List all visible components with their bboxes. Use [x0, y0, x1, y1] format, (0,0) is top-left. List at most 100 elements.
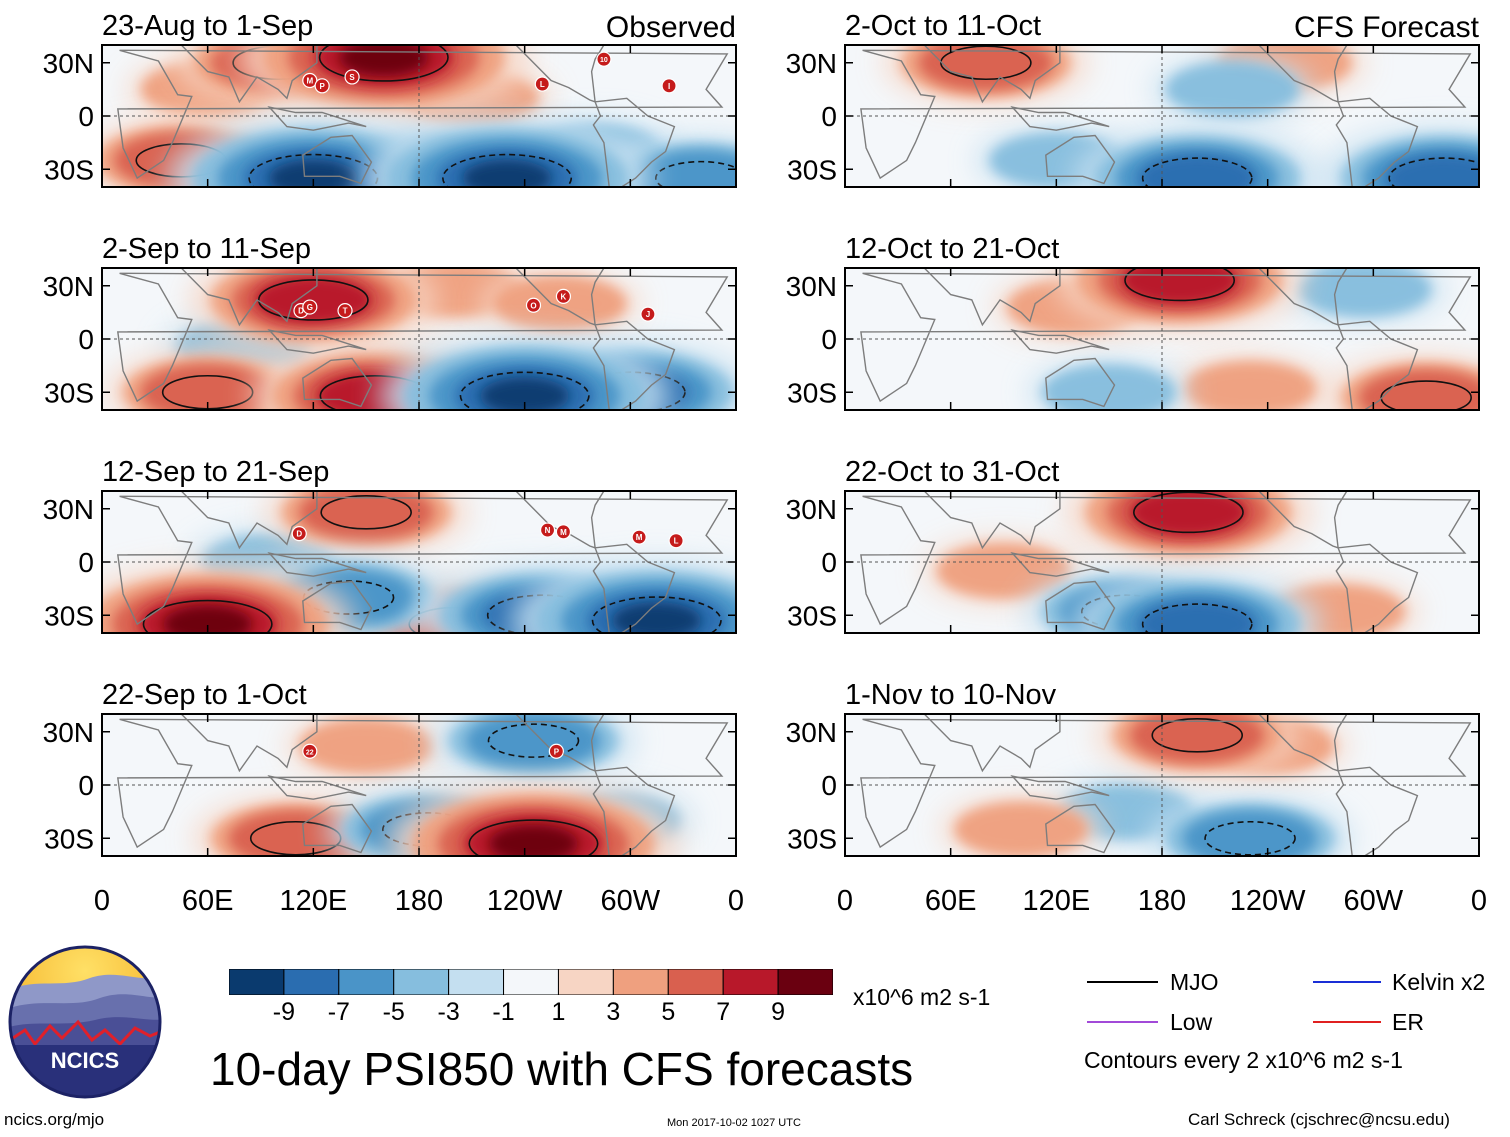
- x-tick-label: 0: [94, 885, 110, 917]
- storm-marker: J: [640, 306, 656, 322]
- panel-source: CFS Forecast: [1294, 11, 1480, 44]
- colorbar-units: x10^6 m2 s-1: [853, 984, 991, 1010]
- coastline: [897, 45, 1061, 104]
- mjo-contour: [1141, 603, 1253, 633]
- coastline: [897, 714, 1061, 773]
- colorbar-tick-label: 3: [606, 998, 621, 1026]
- y-tick-label: 30N: [43, 48, 94, 79]
- storm-marker: M: [631, 529, 647, 545]
- anomaly-blob: [299, 718, 433, 774]
- anomaly-field: [993, 268, 1479, 410]
- coastline: [1335, 97, 1419, 187]
- coastline: [154, 268, 318, 327]
- panel-period: 12-Sep to 21-Sep: [102, 456, 329, 488]
- coastline: [592, 766, 676, 856]
- storm-marker: S: [344, 69, 360, 85]
- anomaly-blob: [268, 159, 359, 187]
- storm-label: L: [540, 80, 545, 89]
- x-tick-label: 60W: [1344, 885, 1404, 917]
- coastline: [860, 272, 1472, 403]
- coastlines: [860, 45, 1472, 187]
- coastline: [1335, 543, 1419, 633]
- anomaly-blob: [954, 801, 1088, 856]
- anomaly-blob: [1137, 599, 1257, 633]
- coastlines: [116, 491, 729, 633]
- coastline: [514, 45, 605, 103]
- coastlines: [116, 45, 729, 187]
- panel-1: MP S L 10 I 30N 0 30S 23-Aug to 1-Sep Observed: [43, 10, 737, 188]
- storm-label: K: [561, 292, 567, 301]
- storm-label: O: [530, 301, 536, 310]
- anomaly-blob: [1297, 268, 1432, 318]
- coastline: [1257, 491, 1348, 549]
- legend-label-kelvin: Kelvin x2: [1392, 969, 1486, 995]
- anomaly-blob: [488, 824, 579, 856]
- coastlines: [116, 714, 729, 856]
- mjo-contour: [1204, 820, 1296, 856]
- colorbar-box: [777, 969, 833, 995]
- panel-period: 12-Oct to 21-Oct: [845, 233, 1059, 265]
- storm-marker: D: [291, 525, 307, 542]
- coastline: [1010, 328, 1110, 354]
- colorbar-box: [448, 969, 505, 995]
- coastline: [154, 714, 318, 773]
- y-tick-label: 0: [821, 547, 837, 578]
- storm-label: 10: [600, 57, 608, 64]
- y-tick-label: 30S: [44, 600, 94, 631]
- coastlines: [116, 268, 729, 410]
- coastline: [897, 268, 1061, 327]
- anomaly-blob: [1120, 268, 1240, 306]
- coastline: [302, 357, 373, 408]
- colorbar-box: [612, 969, 669, 995]
- y-tick-label: 30N: [43, 717, 94, 748]
- anomaly-blob: [1128, 491, 1249, 538]
- mjo-contour: [1124, 268, 1235, 302]
- panel-7: 30N 0 30S 22-Oct to 31-Oct: [786, 456, 1480, 634]
- anomaly-blob: [479, 377, 570, 410]
- mjo-contour: [591, 596, 722, 633]
- coastline: [592, 543, 676, 633]
- colorbar-box: [283, 969, 340, 995]
- colorbar-boxes: [229, 969, 833, 995]
- anomaly-field: [102, 45, 736, 187]
- anomaly-field: [102, 491, 736, 633]
- storm-label: M: [560, 528, 567, 537]
- y-tick-label: 0: [821, 324, 837, 355]
- mjo-contour: [468, 819, 599, 856]
- y-tick-label: 0: [821, 770, 837, 801]
- mjo-contour: [442, 153, 573, 187]
- colorbar-tick-label: -7: [327, 998, 350, 1026]
- legend-label-er: ER: [1392, 1009, 1424, 1035]
- ncics-logo: NCICS: [0, 937, 170, 1107]
- storm-marker: 10: [596, 51, 612, 67]
- coastline: [267, 328, 367, 354]
- coastline: [897, 491, 1061, 550]
- mjo-contour: [318, 45, 449, 82]
- footer-left: ncics.org/mjo: [4, 1110, 105, 1129]
- storm-marker: I: [661, 78, 677, 94]
- storm-marker: L: [534, 76, 550, 92]
- x-tick-label: 0: [728, 885, 744, 917]
- mjo-contour: [257, 279, 369, 321]
- x-tick-label: 120W: [1230, 885, 1306, 917]
- y-tick-label: 30S: [787, 823, 837, 854]
- storm-label: P: [554, 747, 560, 756]
- colorbar-box: [393, 969, 450, 995]
- coastline: [267, 774, 367, 800]
- colorbar-tick-label: 7: [716, 998, 731, 1026]
- coastline: [1257, 45, 1348, 103]
- storm-marker: N: [539, 522, 556, 538]
- coastline: [1045, 134, 1116, 185]
- colorbar-box: [338, 969, 395, 995]
- coastlines: [860, 491, 1472, 633]
- logo-text: NCICS: [51, 1048, 119, 1073]
- storm-marker: M: [555, 524, 572, 540]
- anomaly-blob: [140, 364, 275, 410]
- x-tick-label: 60E: [925, 885, 977, 917]
- footer-right: Carl Schreck (cjschrec@ncsu.edu): [1188, 1110, 1450, 1129]
- colorbar-tick-label: 5: [661, 998, 676, 1026]
- coastline: [267, 551, 367, 577]
- anomaly-blob: [1183, 810, 1317, 856]
- coastline: [860, 718, 1472, 849]
- coastline: [116, 49, 729, 180]
